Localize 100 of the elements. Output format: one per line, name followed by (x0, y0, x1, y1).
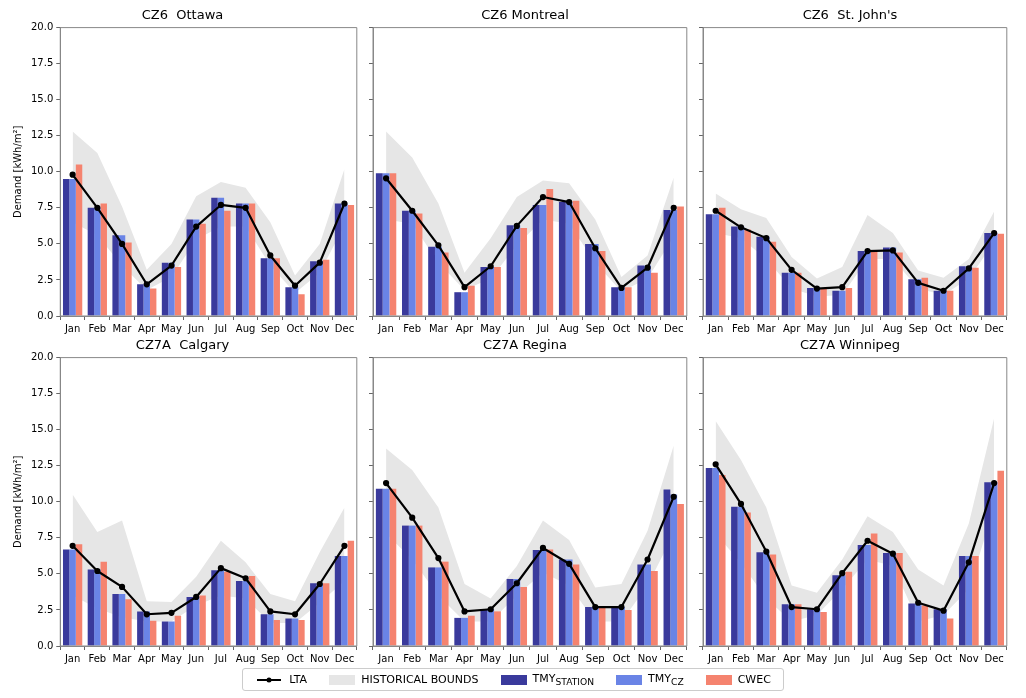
x-tick-label: Apr (455, 652, 475, 664)
y-tick-label: 7.5 (37, 531, 54, 543)
y-axis-title: Demand [kWh/m²] (11, 125, 23, 219)
y-tick-label: 20.0 (31, 21, 54, 33)
y-tick-label: 10.0 (31, 165, 54, 177)
x-tick-label: Oct (612, 322, 631, 334)
x-tick-label: Jun (187, 322, 204, 334)
chart-title: CZ6 Montreal (481, 7, 569, 23)
x-tick-label: Sep (908, 652, 928, 664)
x-tick-label: Sep (585, 322, 605, 334)
x-tick-label: Sep (585, 652, 605, 664)
chart-title: CZ7A Winnipeg (799, 337, 901, 353)
x-tick-label: Jun (187, 652, 204, 664)
x-tick-label: Dec (334, 652, 355, 664)
x-tick-label: Jul (860, 322, 874, 334)
x-tick-label: Mar (112, 652, 133, 664)
x-tick-label: Aug (235, 322, 256, 334)
x-tick-label: Feb (732, 322, 750, 334)
y-tick-label: 10.0 (31, 495, 54, 507)
x-tick-label: Aug (883, 652, 903, 664)
x-tick-label: May (806, 322, 828, 334)
x-tick-label: Aug (883, 322, 903, 334)
x-tick-label: Feb (732, 652, 750, 664)
x-tick-label: Aug (559, 322, 579, 334)
x-tick-label: Jul (213, 652, 227, 664)
x-tick-label: Dec (984, 322, 1004, 334)
x-tick-label: Nov (309, 322, 330, 334)
x-tick-label: Jun (833, 322, 851, 334)
x-tick-label: May (161, 652, 182, 664)
x-tick-label: Dec (984, 652, 1004, 664)
x-tick-label: Apr (782, 322, 802, 334)
y-tick-label: 12.5 (31, 459, 54, 471)
x-tick-label: Dec (664, 322, 684, 334)
x-tick-label: Aug (559, 652, 579, 664)
x-tick-label: May (161, 322, 182, 334)
legend-label: TMY$_{CZ}$ (648, 672, 684, 688)
y-tick-label: 15.0 (31, 423, 54, 435)
y-tick-label: 20.0 (31, 351, 54, 363)
text: HISTORICAL BOUNDS (361, 673, 479, 687)
y-axis-title: Demand [kWh/m²] (11, 455, 23, 549)
x-tick-label: Feb (88, 652, 107, 664)
x-tick-label: Sep (260, 652, 280, 664)
x-tick-label: Jul (213, 322, 227, 334)
x-tick-label: Feb (403, 652, 422, 664)
legend-label: CWEC (737, 673, 771, 687)
x-tick-label: Aug (235, 652, 256, 664)
x-tick-label: Jun (508, 652, 525, 664)
x-tick-label: Oct (934, 652, 953, 664)
x-tick-label: Oct (286, 652, 304, 664)
x-tick-label: Mar (428, 322, 449, 334)
x-tick-label: Jul (860, 652, 874, 664)
y-tick-label: 2.5 (37, 273, 54, 285)
x-tick-label: Nov (637, 652, 658, 664)
y-tick-label: 5.0 (37, 567, 54, 579)
y-tick-label: 0.0 (37, 639, 54, 651)
chart-title: CZ7A Regina (483, 337, 567, 353)
x-tick-label: May (480, 322, 502, 334)
x-tick-label: Jan (706, 652, 724, 664)
x-tick-label: Jan (63, 652, 81, 664)
x-tick-label: Dec (334, 322, 355, 334)
x-tick-label: Mar (756, 322, 777, 334)
x-tick-label: Jul (535, 652, 550, 664)
y-tick-label: 17.5 (31, 387, 54, 399)
x-tick-label: Feb (88, 322, 107, 334)
x-tick-label: May (806, 652, 828, 664)
chart-title: CZ7A Calgary (135, 337, 230, 353)
y-tick-label: 5.0 (37, 237, 54, 249)
x-tick-label: Nov (637, 322, 658, 334)
y-tick-label: 7.5 (37, 201, 54, 213)
x-tick-label: Jan (63, 322, 81, 334)
x-tick-label: Dec (664, 652, 684, 664)
x-tick-label: Oct (286, 322, 304, 334)
x-tick-label: Jun (508, 322, 525, 334)
x-tick-label: Sep (908, 322, 928, 334)
x-tick-label: Apr (455, 322, 475, 334)
x-tick-label: May (480, 652, 502, 664)
y-tick-label: 15.0 (31, 93, 54, 105)
x-tick-label: Nov (959, 322, 979, 334)
x-tick-label: Apr (138, 652, 157, 664)
x-tick-label: Nov (959, 652, 979, 664)
y-tick-label: 0.0 (37, 309, 54, 321)
x-tick-label: Apr (782, 652, 802, 664)
x-tick-label: Oct (612, 652, 631, 664)
chart-title: CZ6 St. John's (802, 7, 898, 23)
chart-title: CZ6 Ottawa (141, 7, 224, 23)
x-tick-label: Mar (756, 652, 777, 664)
x-tick-label: Feb (403, 322, 422, 334)
x-tick-label: Jul (535, 322, 550, 334)
y-tick-label: 2.5 (37, 603, 54, 615)
x-tick-label: Mar (428, 652, 449, 664)
y-tick-label: 17.5 (31, 57, 54, 69)
legend-label: LTA (289, 673, 308, 687)
x-tick-label: Sep (260, 322, 280, 334)
x-tick-label: Jan (377, 652, 394, 664)
x-tick-label: Apr (138, 322, 157, 334)
legend-label: TMY$_{STATION}$ (532, 672, 595, 688)
x-tick-label: Nov (309, 652, 330, 664)
x-tick-label: Oct (934, 322, 953, 334)
x-tick-label: Jan (706, 322, 724, 334)
x-tick-label: Mar (112, 322, 133, 334)
